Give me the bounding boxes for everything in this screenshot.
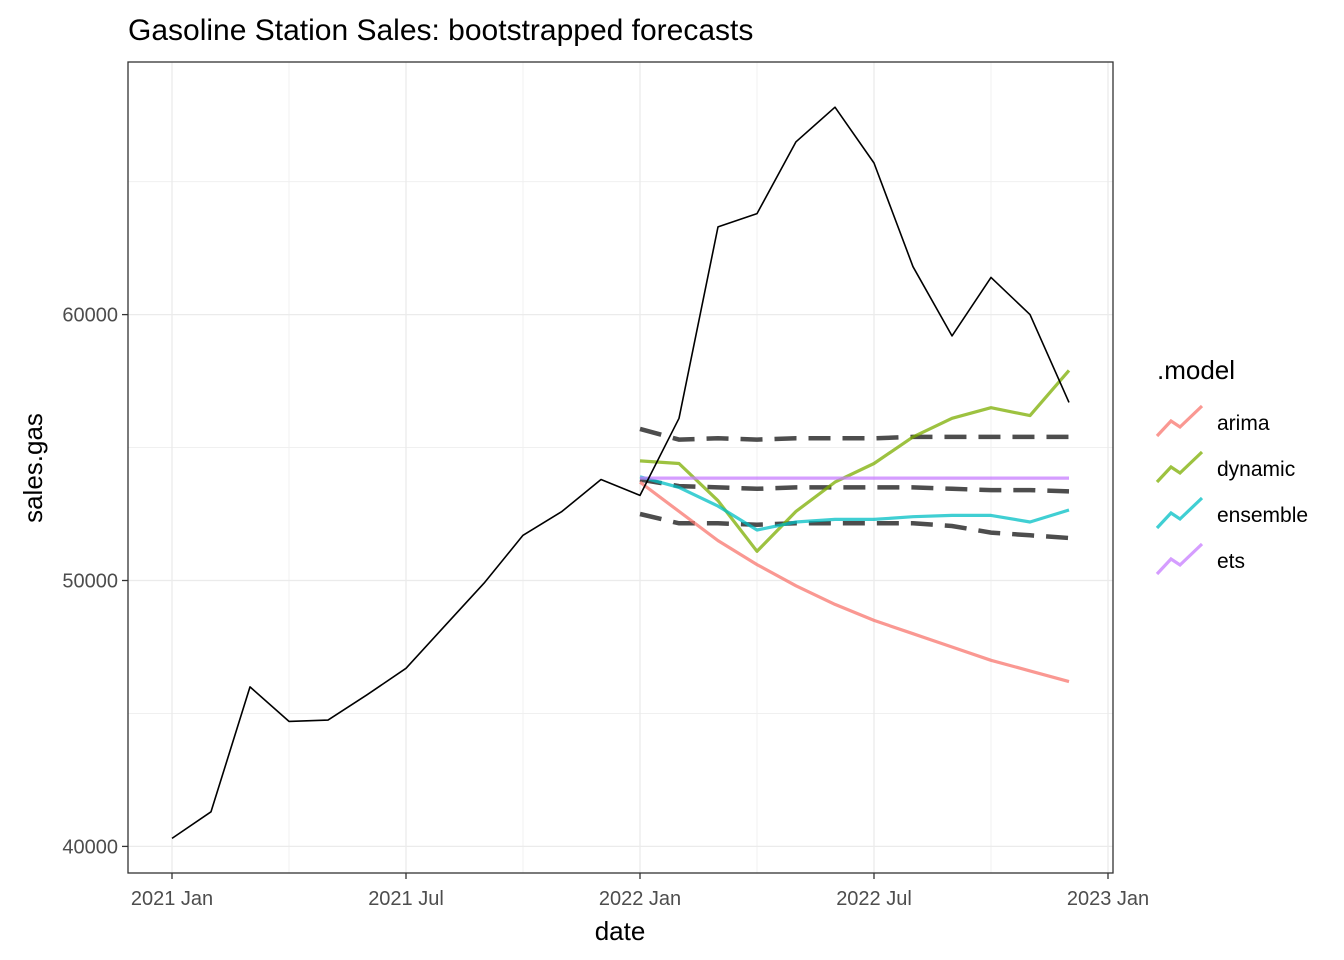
x-tick-label: 2021 Jan [131, 888, 213, 910]
plot-background [128, 62, 1113, 873]
legend-item-arima: arima [1155, 404, 1270, 438]
legend-key-arima [1155, 404, 1204, 438]
actual-series [171, 106, 1070, 840]
interval-line-3 [639, 511, 1070, 541]
x-tick-label: 2023 Jan [1067, 888, 1149, 910]
legend-key-ets [1155, 542, 1204, 576]
chart-title: Gasoline Station Sales: bootstrapped for… [128, 14, 753, 47]
interval-line-2 [639, 477, 1070, 494]
legend-key-ensemble [1155, 496, 1204, 530]
x-axis: 2021 Jan 2021 Jul 2022 Jan 2022 Jul 2023 Jan [131, 873, 1149, 910]
legend-item-ensemble: ensemble [1155, 496, 1308, 530]
x-axis-title: date [595, 916, 646, 946]
x-tick-label: 2021 Jul [368, 888, 444, 910]
legend-item-dynamic: dynamic [1155, 450, 1295, 484]
plot-border [127, 61, 1114, 874]
interval-lines [639, 426, 1070, 541]
plot-panel [127, 61, 1114, 874]
legend-item-ets: ets [1155, 542, 1245, 576]
y-tick-label: 50000 [62, 571, 118, 593]
legend-key-dynamic [1155, 450, 1204, 484]
series-line-ensemble [639, 475, 1070, 532]
legend-title: .model [1157, 355, 1235, 385]
grid-lines [128, 62, 1113, 873]
x-tick-label: 2022 Jan [599, 888, 681, 910]
series-line-dynamic [639, 369, 1071, 553]
y-axis: 40000 50000 60000 [62, 305, 128, 858]
actual-line [171, 106, 1070, 840]
legend-label-ets: ets [1217, 550, 1245, 573]
interval-line-1 [639, 426, 1069, 442]
legend-label-arima: arima [1217, 412, 1270, 435]
y-axis-title: sales.gas [18, 413, 48, 523]
legend: .model arima dynamic ensemble ets [1155, 355, 1308, 576]
legend-label-ensemble: ensemble [1217, 504, 1308, 527]
forecast-series [639, 369, 1071, 684]
x-tick-label: 2022 Jul [836, 888, 912, 910]
y-tick-label: 40000 [62, 836, 118, 858]
legend-label-dynamic: dynamic [1217, 458, 1295, 481]
series-line-arima [639, 480, 1070, 684]
y-tick-label: 60000 [62, 305, 118, 327]
